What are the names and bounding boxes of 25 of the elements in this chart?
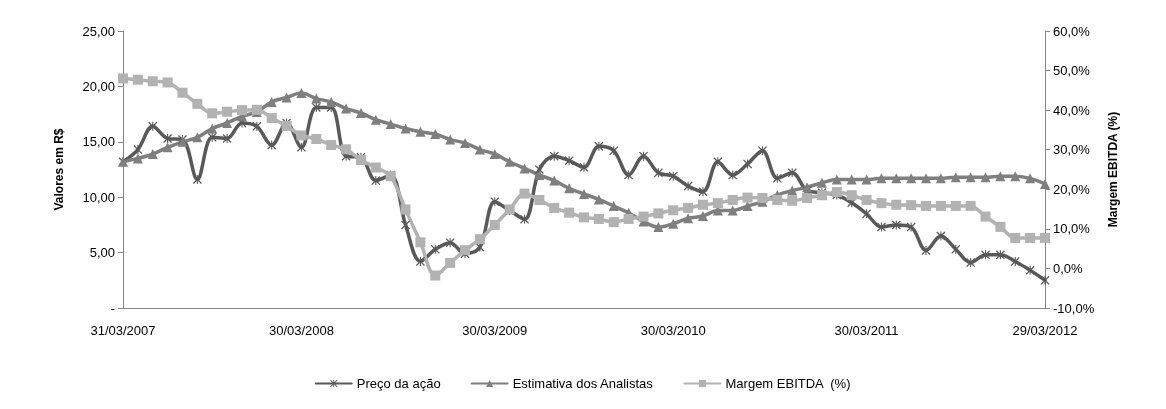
legend-label: Estimativa dos Analistas	[512, 376, 654, 391]
y-tick-label: -	[110, 300, 115, 316]
y2-axis-title: Margem EBITDA (%)	[1106, 111, 1120, 228]
y-tick-label: 15,00	[82, 134, 115, 150]
x-tick-label: 31/03/2007	[90, 323, 156, 338]
legend-label: Preço da ação	[356, 376, 441, 391]
x-tick-label: 30/03/2010	[640, 323, 706, 338]
y2-tick-label: 10,0%	[1053, 221, 1091, 237]
x-tick-label: 30/03/2008	[268, 323, 334, 338]
y-tick-label: 10,00	[82, 189, 115, 205]
y2-tick-label: 20,0%	[1053, 181, 1091, 197]
y-tick-label: 25,00	[82, 23, 115, 39]
x-tick-label: 30/03/2009	[462, 323, 528, 338]
y2-tick-label: 0,0%	[1053, 260, 1084, 276]
y2-tick-label: 60,0%	[1053, 23, 1091, 39]
y2-tick-label: 40,0%	[1053, 102, 1091, 118]
legend-label: Margem EBITDA (%)	[725, 376, 851, 391]
y-tick-label: 5,00	[89, 245, 115, 261]
x-tick-label: 29/03/2012	[1012, 323, 1078, 338]
y-tick-label: 20,00	[82, 78, 115, 94]
y2-tick-label: 50,0%	[1053, 63, 1091, 79]
x-tick-label: 30/03/2011	[834, 323, 899, 338]
y-axis-title: Valores em R$	[52, 128, 66, 211]
y2-tick-label: -10,0%	[1053, 300, 1095, 316]
y2-tick-label: 30,0%	[1053, 142, 1091, 158]
